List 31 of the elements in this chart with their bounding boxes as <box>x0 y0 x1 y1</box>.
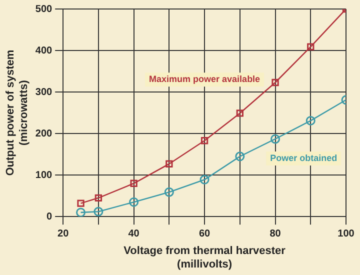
point <box>200 137 208 144</box>
point <box>94 206 104 216</box>
series-label: Maximum power available <box>149 74 260 84</box>
point <box>130 180 138 187</box>
y-tick-label: 200 <box>35 128 53 140</box>
point <box>306 116 316 126</box>
point <box>235 152 245 162</box>
point <box>236 110 244 117</box>
point <box>272 78 279 86</box>
series-label: Power obtained <box>270 152 338 163</box>
point <box>270 134 280 144</box>
y-tick-label: 400 <box>35 45 53 56</box>
point <box>94 194 102 202</box>
point <box>307 43 314 50</box>
point <box>129 197 139 207</box>
x-tick-label: 40 <box>128 228 140 240</box>
y-tick-label: 300 <box>35 86 53 98</box>
x-tick-label: 60 <box>198 228 211 240</box>
y-tick-label: 500 <box>35 4 53 15</box>
x-tick-label: 20 <box>58 228 70 240</box>
point <box>164 187 174 197</box>
y-tick-label: 0 <box>46 211 53 222</box>
point <box>76 208 86 217</box>
point <box>200 174 210 184</box>
x-tick-label: 100 <box>338 228 355 240</box>
y-tick-label: 100 <box>35 170 53 181</box>
x-tick-label: 80 <box>270 228 282 240</box>
x-axis-title: Voltage from thermal harvester (millivolts) <box>124 245 286 270</box>
y-axis-title: Output power of system (microwatts) <box>4 50 30 176</box>
point <box>77 200 84 207</box>
point <box>166 160 173 168</box>
